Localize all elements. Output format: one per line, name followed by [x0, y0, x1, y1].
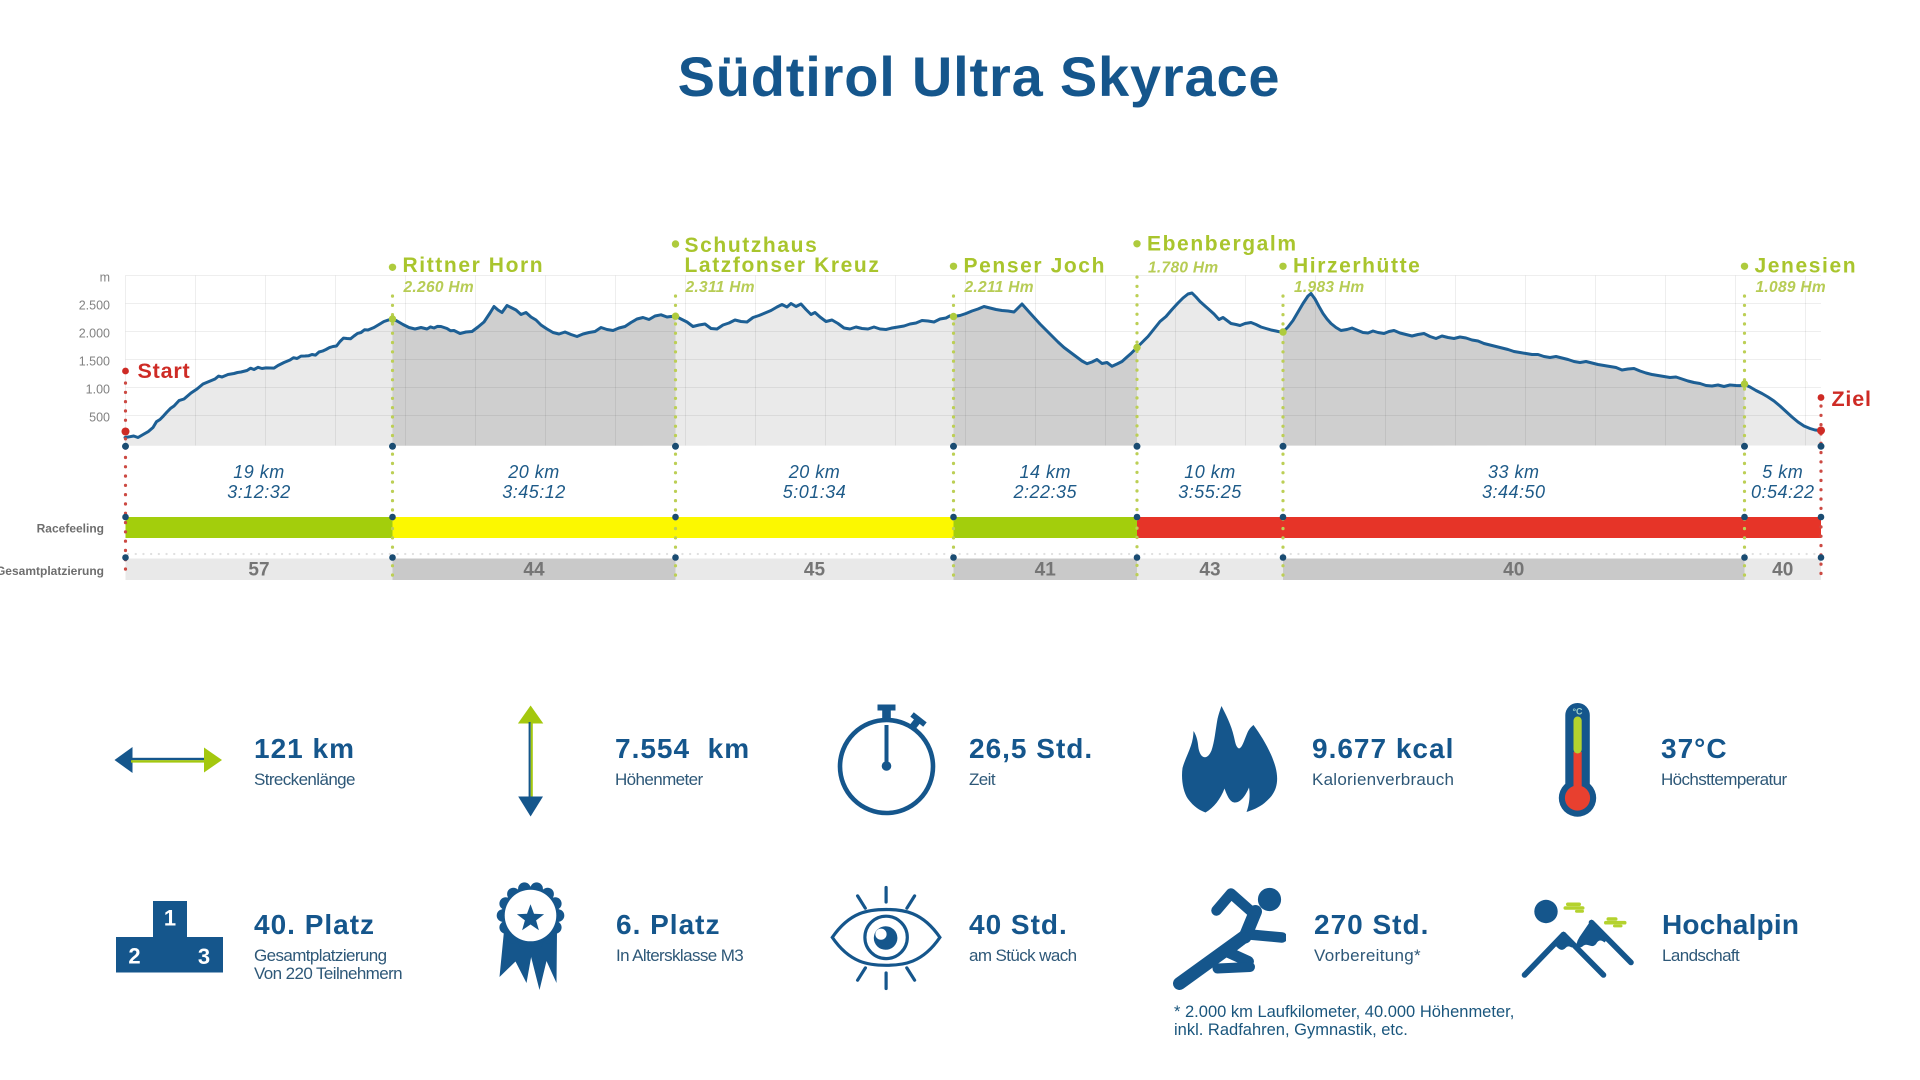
svg-text:Start: Start — [138, 359, 191, 383]
svg-text:33 km: 33 km — [1488, 462, 1540, 482]
svg-text:41: 41 — [1035, 560, 1057, 581]
svg-text:2.000: 2.000 — [79, 327, 110, 341]
svg-text:Latzfonser Kreuz: Latzfonser Kreuz — [685, 254, 881, 277]
svg-text:Ebenbergalm: Ebenbergalm — [1147, 233, 1298, 256]
svg-text:m: m — [100, 271, 110, 285]
svg-text:44: 44 — [523, 560, 545, 581]
svg-text:2:22:35: 2:22:35 — [1012, 482, 1077, 502]
svg-text:0:54:22: 0:54:22 — [1751, 482, 1815, 502]
svg-text:2: 2 — [128, 944, 140, 969]
svg-text:Jenesien: Jenesien — [1755, 255, 1858, 278]
svg-text:500: 500 — [89, 411, 110, 425]
svg-text:2.500: 2.500 — [79, 299, 110, 313]
svg-text:57: 57 — [248, 560, 269, 581]
svg-text:3: 3 — [198, 944, 210, 969]
svg-text:Ziel: Ziel — [1832, 387, 1872, 411]
svg-text:1.983 Hm: 1.983 Hm — [1294, 279, 1364, 296]
svg-text:3:12:32: 3:12:32 — [227, 482, 291, 502]
svg-text:20 km: 20 km — [507, 462, 560, 482]
svg-text:1: 1 — [164, 906, 176, 931]
svg-text:2.311 Hm: 2.311 Hm — [685, 279, 755, 296]
svg-text:5 km: 5 km — [1762, 462, 1803, 482]
svg-text:°C: °C — [1572, 707, 1583, 717]
svg-text:40: 40 — [1772, 560, 1793, 581]
svg-text:3:55:25: 3:55:25 — [1178, 482, 1242, 502]
svg-text:1.780 Hm: 1.780 Hm — [1148, 259, 1218, 276]
svg-text:20 km: 20 km — [788, 462, 841, 482]
svg-text:2.260 Hm: 2.260 Hm — [403, 279, 474, 296]
svg-text:43: 43 — [1199, 560, 1220, 581]
svg-text:19 km: 19 km — [233, 462, 285, 482]
svg-text:14 km: 14 km — [1019, 462, 1071, 482]
svg-text:1.500: 1.500 — [79, 355, 110, 369]
svg-text:10 km: 10 km — [1184, 462, 1236, 482]
svg-text:1.00: 1.00 — [86, 383, 110, 397]
svg-text:Schutzhaus: Schutzhaus — [685, 234, 819, 257]
svg-text:3:45:12: 3:45:12 — [502, 482, 566, 502]
svg-text:Penser Joch: Penser Joch — [964, 255, 1107, 278]
svg-text:Rittner Horn: Rittner Horn — [403, 254, 545, 277]
svg-text:5:01:34: 5:01:34 — [783, 482, 847, 502]
svg-text:45: 45 — [804, 560, 826, 581]
svg-text:40: 40 — [1503, 560, 1524, 581]
svg-text:1.089 Hm: 1.089 Hm — [1756, 279, 1826, 296]
svg-text:Racefeeling: Racefeeling — [37, 522, 104, 536]
svg-text:3:44:50: 3:44:50 — [1482, 482, 1546, 502]
svg-text:Hirzerhütte: Hirzerhütte — [1293, 255, 1421, 278]
svg-text:Gesamtplatzierung: Gesamtplatzierung — [0, 564, 104, 578]
svg-text:2.211 Hm: 2.211 Hm — [964, 279, 1034, 296]
